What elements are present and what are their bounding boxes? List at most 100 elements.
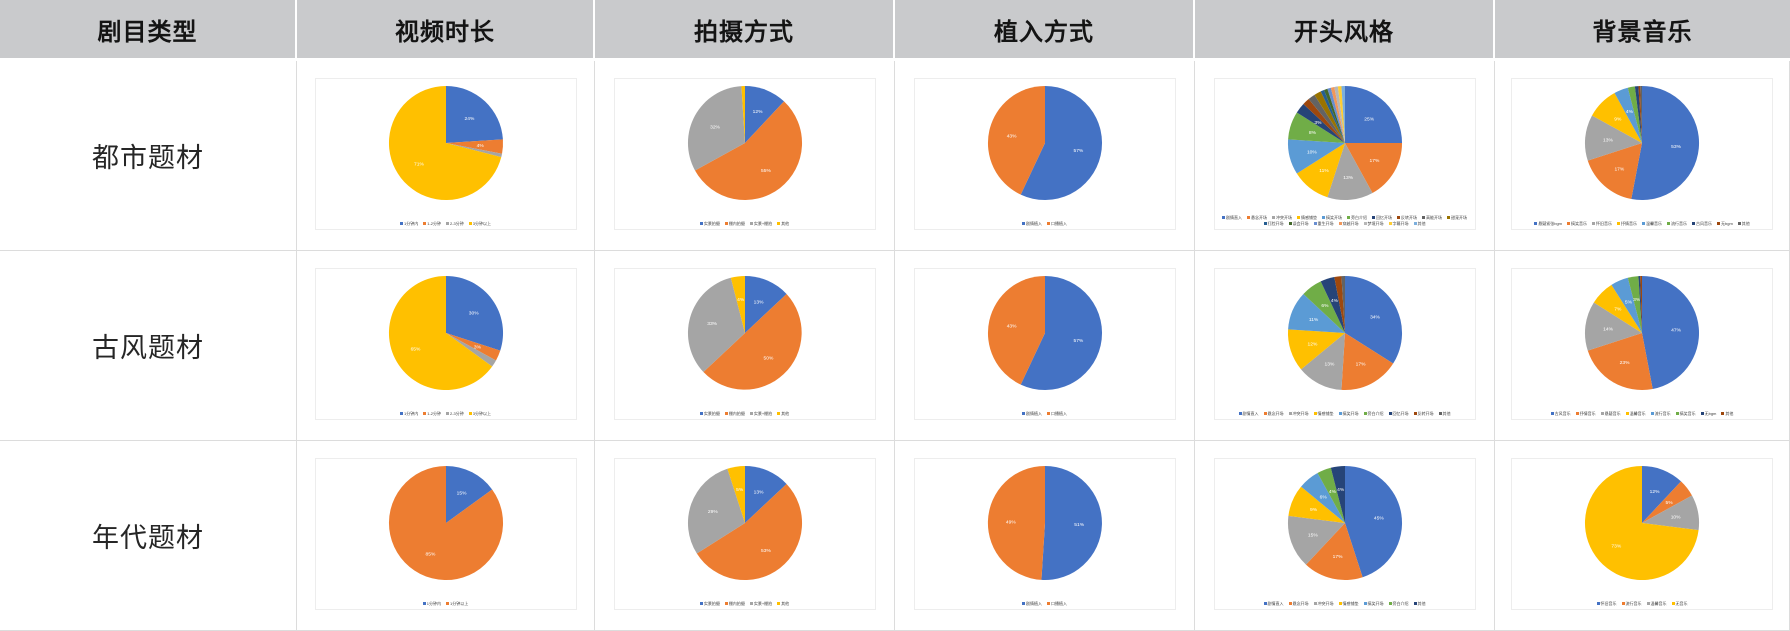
- slice-percent-label: 57%: [1073, 148, 1083, 154]
- legend-swatch-icon: [1625, 412, 1629, 415]
- legend-label: 抒情音乐: [1621, 221, 1637, 226]
- pie: 30% 3% 65%: [388, 275, 503, 391]
- pie-chart-ancient-placement[interactable]: 57% 43% 剧情植入 口播植入: [913, 268, 1176, 420]
- pie-slice: [1287, 329, 1345, 370]
- pie: 24% 4% 71%: [388, 85, 503, 201]
- legend-item: 无bgm: [1717, 221, 1733, 226]
- legend-item: 1分钟以上: [446, 601, 468, 606]
- pie-chart-ancient-duration[interactable]: 30% 3% 65% 1分钟内 1-2分钟 2-3分钟 3分钟以上: [314, 268, 577, 420]
- slice-percent-label: 10%: [1306, 149, 1316, 155]
- legend-label: 搞笑开场: [1342, 411, 1359, 416]
- legend-item: 反转开场: [1413, 411, 1434, 416]
- legend-label: 情感铺垫: [1301, 215, 1317, 220]
- pie: 47% 23% 14% 7%5% 3%: [1584, 275, 1700, 391]
- slice-percent-label: 49%: [1005, 520, 1015, 526]
- slice-percent-label: 34%: [1370, 314, 1380, 320]
- legend-item: 无音乐: [1671, 601, 1688, 606]
- legend-swatch-icon: [777, 222, 781, 225]
- chart-cell: 45% 17% 15% 9% 6% 4% 4% 剧情直入 悬念开场 冲突开场 情感铺垫 搞笑开场 旁白介…: [1195, 441, 1495, 631]
- pie-slice: [1584, 302, 1642, 351]
- chart-cell: 15% 85% 1分钟内 1分钟以上: [297, 441, 595, 631]
- legend-swatch-icon: [1363, 222, 1367, 225]
- chart-cell: 12% 55% 32% 实景拍摄 棚内拍摄 实景+棚拍 其他: [595, 61, 895, 251]
- legend-swatch-icon: [468, 222, 472, 225]
- slice-percent-label: 65%: [410, 346, 420, 352]
- legend-label: 搞笑开场: [1326, 215, 1342, 220]
- slice-percent-label: 32%: [710, 124, 720, 130]
- legend-label: 搞笑开场: [1367, 601, 1384, 606]
- slice-percent-label: 4%: [1330, 298, 1338, 304]
- legend-label: 其他: [1741, 221, 1750, 226]
- slice-percent-label: 17%: [1355, 361, 1365, 367]
- legend-item: 实景拍摄: [699, 221, 720, 226]
- slice-percent-label: 10%: [1671, 514, 1681, 520]
- pie-slice: [1287, 515, 1345, 565]
- legend-label: 重生开场: [1317, 221, 1334, 226]
- pie-chart-ancient-shooting[interactable]: 13% 50% 33% 4% 实景拍摄 棚内拍摄 实景+棚拍 其他: [613, 268, 876, 420]
- legend-swatch-icon: [1388, 222, 1392, 225]
- legend-item: 温馨音乐: [1646, 601, 1667, 606]
- pie-chart-period-duration[interactable]: 15% 85% 1分钟内 1分钟以上: [314, 458, 577, 610]
- slice-percent-label: 53%: [1671, 144, 1681, 150]
- legend-label: 高能开场: [1426, 215, 1442, 220]
- pie-chart-urban-shooting[interactable]: 12% 55% 32% 实景拍摄 棚内拍摄 实景+棚拍 其他: [613, 78, 876, 230]
- pie-chart-period-shooting[interactable]: 13% 53% 29% 5% 实景拍摄 棚内拍摄 实景+棚拍 其他: [613, 458, 876, 610]
- legend-swatch-icon: [1388, 412, 1392, 415]
- pie-chart-urban-placement[interactable]: 57% 43% 剧情植入 口播植入: [913, 78, 1176, 230]
- pie-slice: [687, 277, 745, 373]
- pie-chart-period-bgm[interactable]: 12% 5% 10% 73% 怀旧音乐 流行音乐 温馨音乐 无音乐: [1511, 458, 1773, 610]
- pie-slice: [1642, 481, 1692, 523]
- pie-slice: [1614, 87, 1642, 143]
- legend-label: 悬疑紧张bgm: [1538, 221, 1562, 226]
- legend-label: 实景拍摄: [703, 601, 720, 606]
- chart-legend: 剧情植入 口播植入: [921, 221, 1169, 226]
- pie-slice: [1287, 112, 1345, 143]
- legend-item: 其他: [777, 411, 789, 416]
- pie-slice: [1300, 333, 1345, 390]
- pie-slice: [1344, 85, 1402, 143]
- legend-label: 剧情直入: [1242, 411, 1259, 416]
- legend-swatch-icon: [1047, 222, 1050, 225]
- legend-label: 情感铺垫: [1342, 601, 1359, 606]
- legend-label: 口播植入: [1051, 601, 1067, 606]
- slice-percent-label: 5%: [1665, 500, 1673, 506]
- pie-slice: [694, 101, 802, 201]
- legend-label: 冲突开场: [1292, 411, 1309, 416]
- legend-label: 悬念开场: [1267, 411, 1284, 416]
- legend-item: 剧情直入: [1238, 411, 1259, 416]
- pie-chart-urban-opening[interactable]: 25% 17% 13% 11% 10% 8% 3% 剧情直入 悬念开场 冲突开场 情感铺垫 搞笑开场 旁…: [1213, 78, 1476, 230]
- legend-item: 其他: [777, 601, 789, 606]
- slice-percent-label: 50%: [763, 356, 773, 362]
- legend-label: 口播植入: [1051, 221, 1067, 226]
- pie-chart-urban-bgm[interactable]: 53% 17% 13% 9% 4% 悬疑紧张bgm 搞笑音乐 怀旧音乐 抒情音乐 温馨音乐 流行音乐…: [1511, 78, 1773, 230]
- legend-item: 实景拍摄: [699, 411, 720, 416]
- chart-cell: 34% 17% 13% 12% 11% 6% 4% 剧情直入 悬念开场 冲突开场 情感铺垫 搞笑开场 旁…: [1195, 251, 1495, 441]
- slice-percent-label: 13%: [1343, 175, 1353, 181]
- legend-label: 回忆开场: [1376, 215, 1392, 220]
- legend-item: 棚内拍摄: [724, 221, 745, 226]
- pie-slice: [1330, 86, 1345, 143]
- legend-item: 回忆开场: [1388, 411, 1409, 416]
- legend-swatch-icon: [1288, 602, 1292, 605]
- legend-swatch-icon: [1272, 216, 1275, 219]
- legend-swatch-icon: [1650, 412, 1654, 415]
- pie: 12% 55% 32%: [687, 85, 802, 201]
- pie-chart-ancient-bgm[interactable]: 47% 23% 14% 7% 5% 3% 古风音乐 抒情音乐 悬疑音乐 温馨音乐 流行音乐 搞笑音乐 无…: [1511, 268, 1773, 420]
- legend-swatch-icon: [1222, 216, 1225, 219]
- pie-chart-ancient-opening[interactable]: 34% 17% 13% 12% 11% 6% 4% 剧情直入 悬念开场 冲突开场 情感铺垫 搞笑开场 旁…: [1213, 268, 1476, 420]
- pie-chart-urban-duration[interactable]: 24% 4% 71% 1分钟内 1-2分钟 2-3分钟 3分钟以上: [314, 78, 577, 230]
- pie-chart-period-placement[interactable]: 51% 49% 剧情植入 口播植入: [913, 458, 1176, 610]
- legend-item: 悬疑音乐: [1600, 411, 1621, 416]
- chart-legend: 1分钟内 1-2分钟 2-3分钟 3分钟以上: [322, 411, 570, 416]
- pie-slice: [687, 86, 745, 171]
- pie-chart-period-opening[interactable]: 45% 17% 15% 9% 6% 4% 4% 剧情直入 悬念开场 冲突开场 情感铺垫 搞笑开场 旁白介…: [1213, 458, 1476, 610]
- pie-slice: [445, 333, 496, 367]
- pie-slice: [445, 275, 503, 351]
- legend-label: 悬疑音乐: [1604, 411, 1621, 416]
- legend-label: 无bgm: [1721, 221, 1733, 226]
- legend-swatch-icon: [1022, 602, 1025, 605]
- legend-label: 棚内拍摄: [728, 601, 745, 606]
- legend-label: 古风音乐: [1554, 411, 1571, 416]
- legend-label: 字幕开场: [1392, 221, 1409, 226]
